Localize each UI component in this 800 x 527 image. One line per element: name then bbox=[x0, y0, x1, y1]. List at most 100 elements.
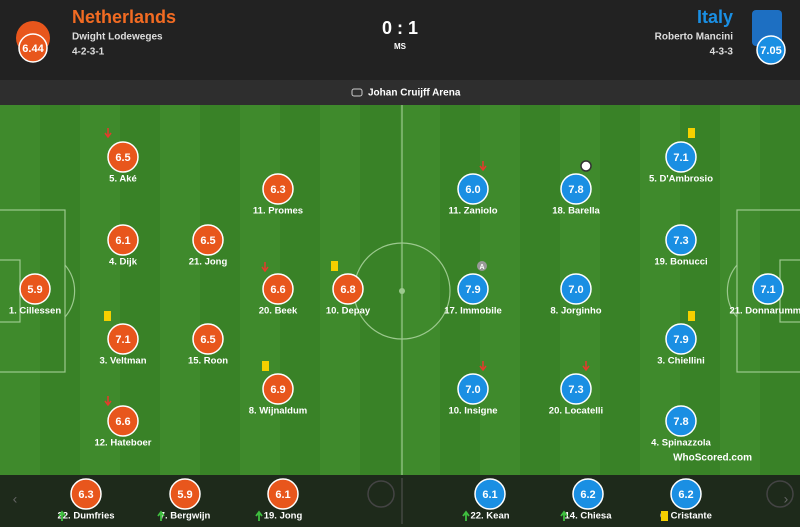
player-name[interactable]: 10. Depay bbox=[326, 306, 371, 317]
player-name[interactable]: 10. Insigne bbox=[448, 406, 497, 417]
player-badge[interactable] bbox=[262, 273, 294, 305]
player-rating: 6.8 bbox=[340, 284, 355, 296]
home-rating: 6.44 bbox=[22, 43, 44, 55]
player-name[interactable]: 19. Bonucci bbox=[654, 257, 707, 268]
player-badge[interactable] bbox=[107, 141, 139, 173]
captain-icon bbox=[477, 261, 487, 271]
player-name[interactable]: 21. Jong bbox=[189, 257, 228, 268]
player-name[interactable]: 8. Jorginho bbox=[550, 306, 601, 317]
player-badge[interactable] bbox=[192, 323, 224, 355]
player-rating: 5.9 bbox=[177, 489, 192, 501]
player-name[interactable]: 3. Veltman bbox=[100, 356, 147, 367]
yellow-card-icon bbox=[104, 311, 111, 321]
player-name[interactable]: 6. Cristante bbox=[660, 511, 712, 522]
player-name[interactable]: 20. Beek bbox=[259, 306, 298, 317]
center-spot bbox=[399, 288, 405, 294]
next-arrow[interactable]: › bbox=[784, 491, 789, 507]
player-rating: 6.2 bbox=[580, 489, 595, 501]
home-manager: Dwight Lodeweges bbox=[72, 32, 163, 43]
player-badge[interactable] bbox=[572, 478, 604, 510]
player-badge[interactable] bbox=[457, 273, 489, 305]
yellow-card-icon bbox=[262, 361, 269, 371]
player-name[interactable]: 7. Bergwijn bbox=[160, 511, 211, 522]
player-name[interactable]: 4. Spinazzola bbox=[651, 438, 711, 449]
player-badge[interactable] bbox=[670, 478, 702, 510]
player-badge[interactable] bbox=[560, 173, 592, 205]
player-badge[interactable] bbox=[19, 273, 51, 305]
player-name[interactable]: 5. Aké bbox=[109, 174, 137, 185]
player-badge[interactable] bbox=[192, 224, 224, 256]
yellow-card-icon bbox=[688, 311, 695, 321]
player-name[interactable]: 20. Locatelli bbox=[549, 406, 603, 417]
sub-off-icon bbox=[104, 396, 112, 407]
sub-off-icon bbox=[479, 161, 487, 172]
player-badge[interactable] bbox=[457, 373, 489, 405]
venue-bar bbox=[0, 80, 800, 105]
player-rating: 6.0 bbox=[465, 184, 480, 196]
player-rating: 6.5 bbox=[200, 334, 215, 346]
player-name[interactable]: 21. Donnarumma bbox=[729, 306, 800, 317]
player-badge[interactable] bbox=[262, 173, 294, 205]
player-name[interactable]: 5. D'Ambrosio bbox=[649, 174, 713, 185]
sub-on-icon bbox=[255, 510, 263, 521]
player-rating: 7.1 bbox=[673, 152, 688, 164]
player-badge[interactable] bbox=[169, 478, 201, 510]
player-badge[interactable] bbox=[665, 141, 697, 173]
player-name[interactable]: 11. Zaniolo bbox=[448, 206, 497, 217]
captain-icon-letter: A bbox=[479, 264, 484, 271]
player-name[interactable]: 1. Cillessen bbox=[9, 306, 61, 317]
player-rating: 6.1 bbox=[115, 235, 130, 247]
player-badge[interactable] bbox=[665, 224, 697, 256]
prev-arrow[interactable]: ‹ bbox=[13, 491, 18, 507]
player-name[interactable]: 12. Hateboer bbox=[94, 438, 151, 449]
sub-on-icon bbox=[462, 510, 470, 521]
player-name[interactable]: 18. Barella bbox=[552, 206, 600, 217]
player-rating: 6.5 bbox=[115, 152, 130, 164]
player-badge[interactable] bbox=[560, 273, 592, 305]
player-rating: 7.1 bbox=[115, 334, 130, 346]
player-badge[interactable] bbox=[752, 273, 784, 305]
player-name[interactable]: 15. Roon bbox=[188, 356, 228, 367]
player-name[interactable]: 4. Dijk bbox=[109, 257, 138, 268]
player-name[interactable]: 14. Chiesa bbox=[565, 511, 613, 522]
player-badge[interactable] bbox=[665, 323, 697, 355]
player-badge[interactable] bbox=[332, 273, 364, 305]
away-rating: 7.05 bbox=[760, 45, 781, 57]
sub-on-icon bbox=[157, 510, 165, 521]
player-badge[interactable] bbox=[262, 373, 294, 405]
player-badge[interactable] bbox=[457, 173, 489, 205]
player-name[interactable]: 22. Dumfries bbox=[57, 511, 114, 522]
away-manager: Roberto Mancini bbox=[655, 32, 734, 43]
player-name[interactable]: 11. Promes bbox=[253, 206, 303, 217]
sub-on-icon bbox=[58, 510, 66, 521]
player-badge[interactable] bbox=[107, 405, 139, 437]
player-badge[interactable] bbox=[474, 478, 506, 510]
player-rating: 6.1 bbox=[275, 489, 290, 501]
yellow-card-icon bbox=[688, 128, 695, 138]
player-badge[interactable] bbox=[107, 323, 139, 355]
player-name[interactable]: 17. Immobile bbox=[444, 306, 502, 317]
player-rating: 6.9 bbox=[270, 384, 285, 396]
home-formation: 4-2-3-1 bbox=[72, 47, 105, 58]
sub-on-icon bbox=[560, 510, 568, 521]
player-badge[interactable] bbox=[267, 478, 299, 510]
player-name[interactable]: 3. Chiellini bbox=[657, 356, 705, 367]
player-name[interactable]: 8. Wijnaldum bbox=[249, 406, 308, 417]
away-rating-badge bbox=[756, 35, 786, 65]
away-formation: 4-3-3 bbox=[710, 47, 734, 58]
player-name[interactable]: 19. Jong bbox=[264, 511, 303, 522]
sub-off-icon bbox=[104, 128, 112, 139]
player-rating: 7.8 bbox=[568, 184, 583, 196]
header-bg bbox=[0, 0, 800, 80]
player-badge[interactable] bbox=[70, 478, 102, 510]
away-name[interactable]: Italy bbox=[697, 7, 733, 27]
sub-off-icon bbox=[479, 361, 487, 372]
home-name[interactable]: Netherlands bbox=[72, 7, 176, 27]
player-badge[interactable] bbox=[665, 405, 697, 437]
player-name[interactable]: 22. Kean bbox=[470, 511, 509, 522]
faded-badge bbox=[766, 480, 794, 508]
player-badge[interactable] bbox=[560, 373, 592, 405]
player-rating: 7.0 bbox=[568, 284, 583, 296]
player-badge[interactable] bbox=[107, 224, 139, 256]
